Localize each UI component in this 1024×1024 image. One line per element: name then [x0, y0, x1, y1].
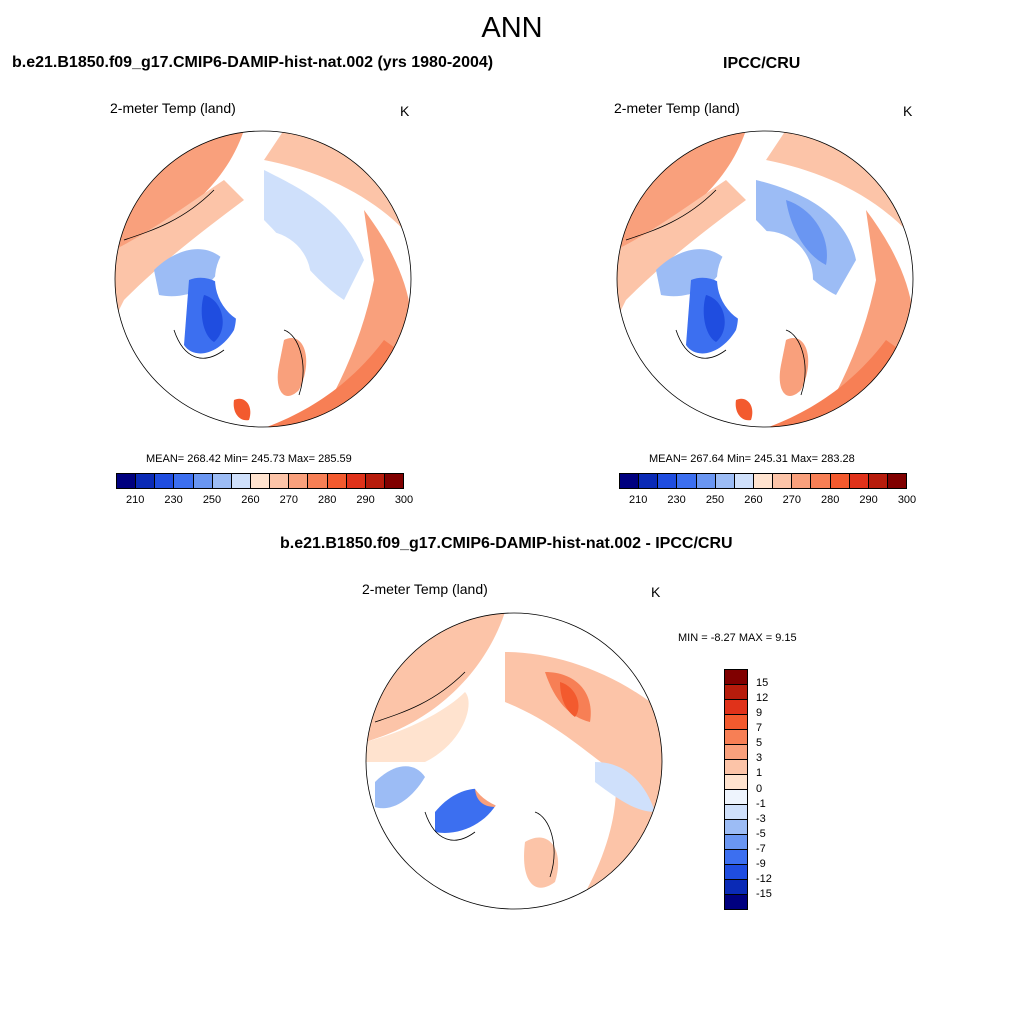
colorbar-swatch — [715, 474, 735, 488]
colorbar-swatch — [155, 474, 175, 488]
colorbar-tick-label: 280 — [821, 494, 840, 506]
colorbar-swatch — [725, 730, 747, 745]
colorbar-tick-label: 290 — [356, 494, 375, 506]
colorbar-swatch — [725, 880, 747, 895]
panel2-stats: MEAN= 267.64 Min= 245.31 Max= 283.28 — [649, 453, 855, 465]
colorbar-swatch — [849, 474, 869, 488]
colorbar-tick-label: 210 — [629, 494, 648, 506]
colorbar-tick-label: 210 — [126, 494, 145, 506]
colorbar-swatch — [830, 474, 850, 488]
colorbar-tick-label: 300 — [897, 494, 917, 506]
colorbar-tick-label: -9 — [756, 857, 766, 870]
colorbar-swatch — [725, 745, 747, 760]
colorbar-swatch — [384, 474, 404, 488]
colorbar-swatch — [658, 474, 678, 488]
colorbar-tick-label: 7 — [756, 722, 763, 735]
panel2-units-label: K — [903, 103, 913, 119]
colorbar-swatch — [289, 474, 309, 488]
colorbar-tick-label: -5 — [756, 827, 766, 840]
colorbar-swatch — [725, 850, 747, 865]
colorbar-tick-label: 5 — [756, 737, 763, 750]
colorbar-tick-label: -1 — [756, 797, 766, 810]
colorbar-tick-label: -15 — [756, 887, 772, 900]
colorbar-swatch — [346, 474, 366, 488]
colorbar-swatch — [231, 474, 251, 488]
colorbar-swatch — [696, 474, 716, 488]
panel1-variable-label: 2-meter Temp (land) — [110, 100, 236, 116]
panel2-polar-map — [616, 130, 914, 428]
panel1-title: b.e21.B1850.f09_g17.CMIP6-DAMIP-hist-nat… — [12, 54, 494, 71]
colorbar-swatch — [174, 474, 194, 488]
panel3-polar-map — [365, 612, 663, 910]
colorbar-swatch — [725, 775, 747, 790]
colorbar-swatch — [117, 474, 137, 488]
colorbar-tick-label: 250 — [202, 494, 222, 506]
colorbar-tick-label: 3 — [756, 752, 763, 765]
colorbar-swatch — [677, 474, 697, 488]
colorbar-swatch — [725, 790, 747, 805]
colorbar-swatch — [887, 474, 907, 488]
figure-title: ANN — [481, 12, 543, 44]
colorbar-tick-label: 0 — [756, 782, 763, 795]
colorbar-swatch — [868, 474, 888, 488]
colorbar-swatch — [811, 474, 831, 488]
colorbar-tick-label: 230 — [667, 494, 686, 506]
colorbar-swatch — [773, 474, 793, 488]
panel3-title: b.e21.B1850.f09_g17.CMIP6-DAMIP-hist-nat… — [280, 535, 733, 552]
colorbar-tick-label: 270 — [782, 494, 801, 506]
colorbar-tick-label: 260 — [744, 494, 763, 506]
colorbar-tick-label: 9 — [756, 707, 763, 720]
colorbar-tick-label: 1 — [756, 767, 763, 780]
panel1-units-label: K — [400, 103, 410, 119]
colorbar-swatch — [212, 474, 232, 488]
colorbar-tick-label: 15 — [756, 677, 769, 690]
colorbar-swatch — [308, 474, 328, 488]
colorbar-tick-label: 12 — [756, 692, 769, 705]
colorbar-tick-label: 280 — [318, 494, 337, 506]
colorbar-swatch — [725, 685, 747, 700]
colorbar-swatch — [193, 474, 213, 488]
colorbar-swatch — [792, 474, 812, 488]
colorbar-swatch — [753, 474, 774, 488]
colorbar-swatch — [620, 474, 640, 488]
colorbar-tick-label: -3 — [756, 812, 766, 825]
colorbar-tick-label: 290 — [859, 494, 878, 506]
panel3-stats: MIN = -8.27 MAX = 9.15 — [678, 632, 797, 644]
colorbar-swatch — [270, 474, 290, 488]
colorbar-tick-label: 300 — [394, 494, 414, 506]
colorbar-tick-label: -7 — [756, 842, 766, 855]
panel1-stats: MEAN= 268.42 Min= 245.73 Max= 285.59 — [146, 453, 352, 465]
colorbar-swatch — [365, 474, 385, 488]
colorbar-swatch — [725, 670, 747, 685]
panel2-variable-label: 2-meter Temp (land) — [614, 100, 740, 116]
colorbar-swatch — [327, 474, 347, 488]
panel2-colorbar — [619, 473, 907, 489]
colorbar-tick-label: 250 — [705, 494, 725, 506]
colorbar-swatch — [136, 474, 156, 488]
colorbar-swatch — [725, 865, 747, 880]
colorbar-swatch — [725, 820, 747, 835]
colorbar-swatch — [725, 895, 747, 909]
colorbar-swatch — [725, 715, 747, 730]
colorbar-tick-label: 270 — [279, 494, 298, 506]
panel3-colorbar — [724, 669, 748, 910]
panel1-colorbar — [116, 473, 404, 489]
colorbar-swatch — [725, 760, 747, 775]
panel1-polar-map — [114, 130, 412, 428]
panel2-title: IPCC/CRU — [723, 55, 801, 72]
colorbar-swatch — [639, 474, 659, 488]
colorbar-swatch — [250, 474, 271, 488]
colorbar-swatch — [734, 474, 754, 488]
colorbar-swatch — [725, 805, 747, 820]
colorbar-swatch — [725, 835, 747, 850]
colorbar-tick-label: -12 — [756, 872, 772, 885]
colorbar-tick-label: 230 — [164, 494, 183, 506]
panel3-units-label: K — [651, 584, 661, 600]
panel3-variable-label: 2-meter Temp (land) — [362, 581, 488, 597]
colorbar-swatch — [725, 700, 747, 715]
colorbar-tick-label: 260 — [241, 494, 260, 506]
